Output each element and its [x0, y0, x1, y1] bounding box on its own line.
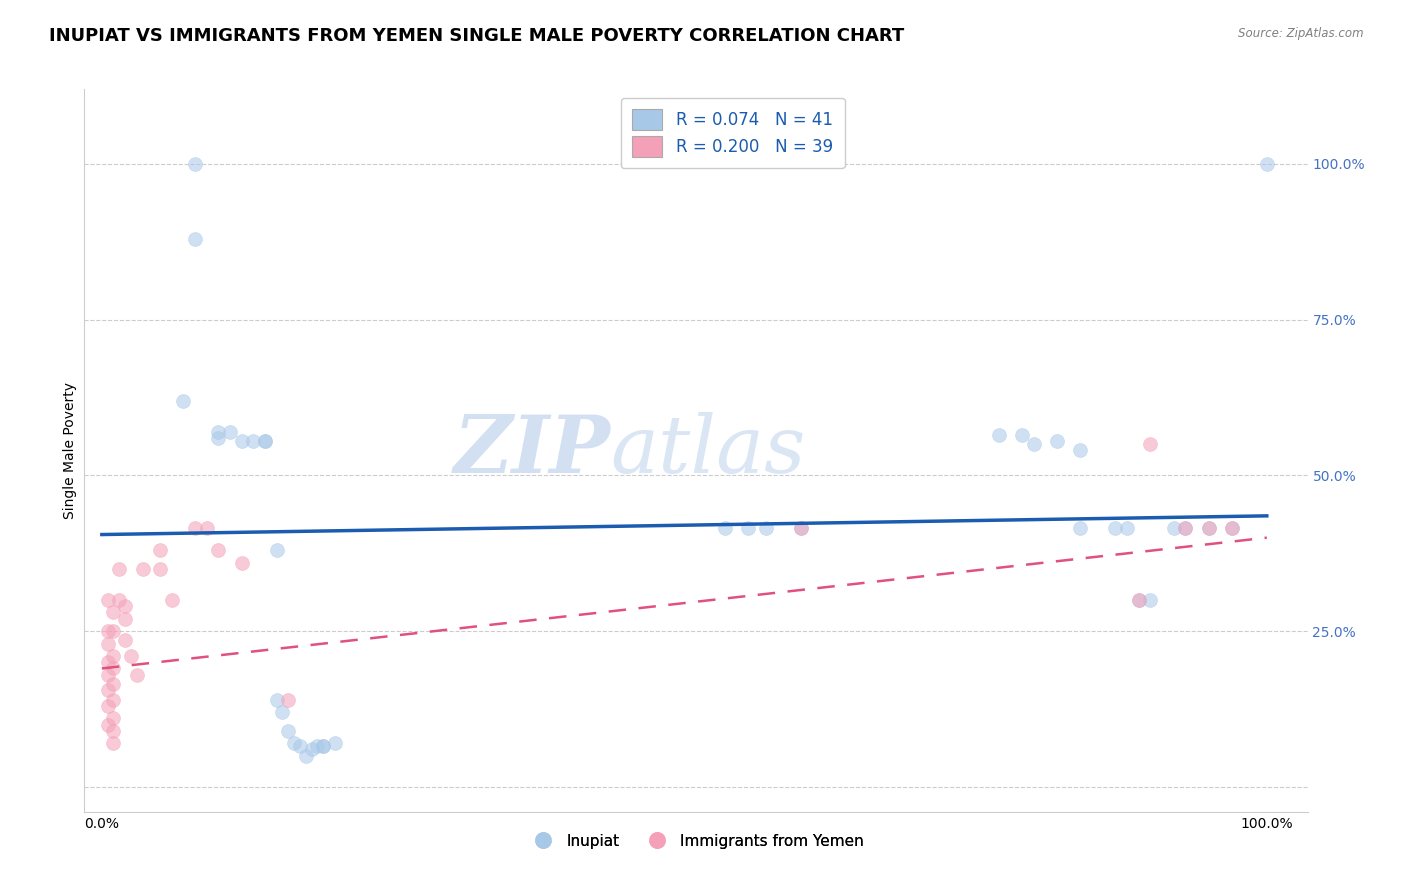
Point [97, 717, 120, 731]
Point [266, 692, 288, 706]
Point [125, 667, 148, 681]
Point [253, 434, 276, 449]
Point [1069, 521, 1091, 535]
Point [219, 425, 242, 439]
Point [271, 705, 294, 719]
Legend: Inupiat, Immigrants from Yemen: Inupiat, Immigrants from Yemen [522, 828, 870, 855]
Point [207, 431, 229, 445]
Point [97, 698, 120, 713]
Point [283, 736, 305, 750]
Point [103, 692, 125, 706]
Text: Source: ZipAtlas.com: Source: ZipAtlas.com [1239, 27, 1364, 40]
Point [149, 543, 172, 558]
Point [1198, 521, 1220, 535]
Point [1256, 157, 1278, 171]
Point [114, 599, 136, 614]
Point [97, 667, 120, 681]
Point [97, 593, 120, 607]
Point [1139, 437, 1161, 451]
Point [97, 624, 120, 639]
Point [266, 543, 288, 558]
Text: atlas: atlas [610, 412, 806, 489]
Point [103, 624, 125, 639]
Point [1174, 521, 1197, 535]
Point [172, 393, 194, 408]
Point [131, 562, 153, 576]
Point [149, 562, 172, 576]
Point [103, 677, 125, 691]
Point [108, 593, 131, 607]
Point [97, 636, 120, 650]
Point [1022, 437, 1045, 451]
Point [114, 633, 136, 648]
Point [301, 742, 323, 756]
Point [184, 157, 207, 171]
Point [1011, 428, 1033, 442]
Point [242, 434, 264, 449]
Point [160, 593, 183, 607]
Y-axis label: Single Male Poverty: Single Male Poverty [63, 382, 77, 519]
Point [312, 739, 335, 754]
Point [755, 521, 778, 535]
Point [114, 612, 136, 626]
Point [1104, 521, 1126, 535]
Point [790, 521, 813, 535]
Point [207, 543, 229, 558]
Point [1220, 521, 1243, 535]
Point [277, 723, 299, 738]
Text: INUPIAT VS IMMIGRANTS FROM YEMEN SINGLE MALE POVERTY CORRELATION CHART: INUPIAT VS IMMIGRANTS FROM YEMEN SINGLE … [49, 27, 904, 45]
Point [1163, 521, 1185, 535]
Point [184, 521, 207, 535]
Point [97, 655, 120, 669]
Point [231, 434, 253, 449]
Point [103, 661, 125, 675]
Point [790, 521, 813, 535]
Point [1046, 434, 1069, 449]
Point [987, 428, 1010, 442]
Point [1069, 443, 1091, 458]
Point [103, 606, 125, 620]
Point [1128, 593, 1150, 607]
Point [1198, 521, 1220, 535]
Point [253, 434, 276, 449]
Point [97, 683, 120, 698]
Point [288, 739, 311, 754]
Point [737, 521, 759, 535]
Point [108, 562, 131, 576]
Point [207, 425, 229, 439]
Point [195, 521, 218, 535]
Point [120, 648, 142, 663]
Point [714, 521, 737, 535]
Point [103, 723, 125, 738]
Point [307, 739, 329, 754]
Text: ZIP: ZIP [454, 412, 610, 489]
Point [1116, 521, 1139, 535]
Point [312, 739, 335, 754]
Point [277, 692, 299, 706]
Point [1139, 593, 1161, 607]
Point [103, 648, 125, 663]
Point [103, 711, 125, 725]
Point [103, 736, 125, 750]
Point [231, 556, 253, 570]
Point [294, 748, 316, 763]
Point [1128, 593, 1150, 607]
Point [1174, 521, 1197, 535]
Point [1220, 521, 1243, 535]
Point [323, 736, 346, 750]
Point [184, 232, 207, 246]
